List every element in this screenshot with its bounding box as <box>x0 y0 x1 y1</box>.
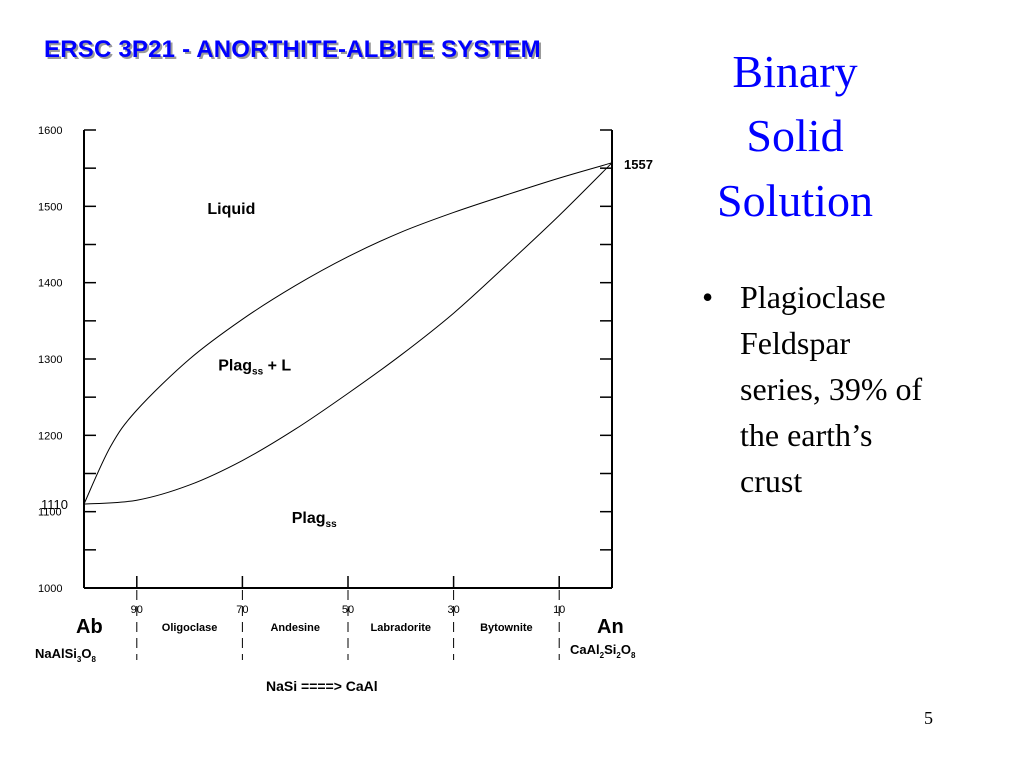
bullet-list: • Plagioclase Feldspar series, 39% of th… <box>702 274 1002 504</box>
subscript: 2 <box>616 651 621 660</box>
subscript: 2 <box>600 651 605 660</box>
y-tick-label: 1200 <box>38 430 62 442</box>
division-label: 50 <box>342 604 354 616</box>
y-tick-label: 1400 <box>38 278 62 290</box>
slide-title: Binary Solid Solution <box>690 40 900 233</box>
text-span: O <box>621 642 631 657</box>
y-tick-label: 1100 <box>38 507 62 519</box>
plag-liquid-field-label: Plagss + L <box>218 357 291 377</box>
text-span: NaAlSi <box>35 646 77 661</box>
bullet-line: crust <box>740 463 803 499</box>
subscript: ss <box>326 519 338 530</box>
division-label: 70 <box>236 604 248 616</box>
liquidus-curve <box>83 162 613 505</box>
endmember-right-label: An <box>597 616 624 638</box>
solidus-curve <box>83 162 613 505</box>
y-tick-label: 1600 <box>38 125 62 137</box>
endmember-left-formula: NaAlSi3O8 <box>35 646 96 664</box>
slide-title-line: Solid <box>746 110 844 162</box>
an-melting-label: 1557 <box>624 157 653 172</box>
subscript: ss <box>252 366 264 377</box>
endmember-left-label: Ab <box>76 616 103 638</box>
text-span: + L <box>263 357 291 374</box>
ab-melting-label: 1110 <box>41 497 68 512</box>
bullet-icon: • <box>702 279 714 315</box>
y-tick-label: 1000 <box>38 583 62 595</box>
mineral-name-label: Bytownite <box>480 622 533 634</box>
liquid-field-label: Liquid <box>207 201 255 218</box>
subscript: 8 <box>631 651 636 660</box>
text-span: O <box>81 646 91 661</box>
subscript: 8 <box>91 655 96 664</box>
slide-header: ERSC 3P21 - ANORTHITE-ALBITE SYSTEM <box>44 36 541 63</box>
bullet-line: Feldspar <box>740 325 851 361</box>
text-span: Si <box>604 642 616 657</box>
mineral-name-label: Labradorite <box>371 622 432 634</box>
bullet-line: the earth’s <box>740 417 873 453</box>
y-tick-label: 1500 <box>38 201 62 213</box>
mineral-name-label: Andesine <box>270 622 320 634</box>
endmember-right-formula: CaAl2Si2O8 <box>570 642 636 660</box>
bullet-line: Plagioclase <box>740 279 886 315</box>
mineral-name-label: Oligoclase <box>162 622 218 634</box>
division-label: 90 <box>131 604 143 616</box>
division-label: 10 <box>553 604 565 616</box>
y-tick-label: 1300 <box>38 354 62 366</box>
bullet-line: series, 39% of <box>740 371 923 407</box>
division-label: 30 <box>447 604 459 616</box>
plag-ss-field-label: Plagss <box>292 510 337 530</box>
page-number: 5 <box>924 708 933 728</box>
slide-title-line: Binary <box>732 46 858 97</box>
text-span: CaAl <box>570 642 600 657</box>
subscript: 3 <box>77 655 82 664</box>
text-span: Plag <box>292 510 326 527</box>
slide-title-line: Solution <box>717 174 873 226</box>
text-span: Plag <box>218 357 252 374</box>
bullet-item: • Plagioclase Feldspar series, 39% of th… <box>702 274 1002 504</box>
x-axis-label: NaSi ====> CaAl <box>266 678 378 694</box>
